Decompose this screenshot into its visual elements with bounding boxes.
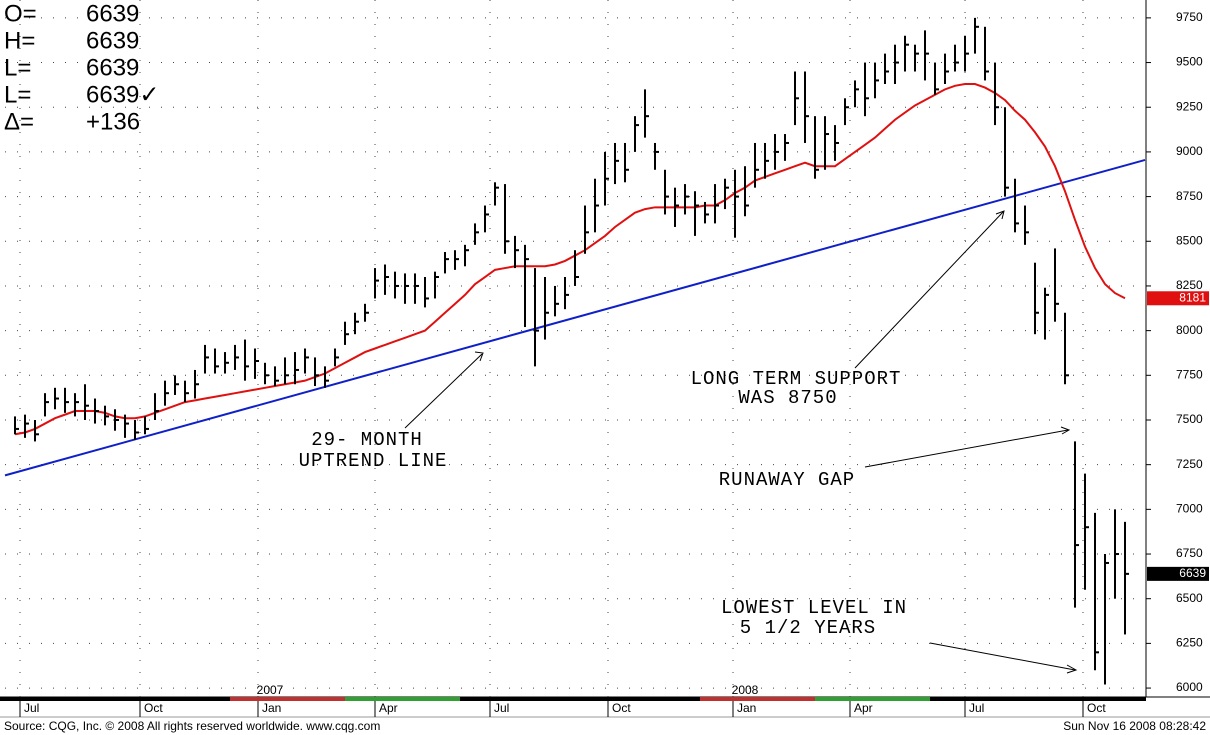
y-tick-label: 7750 xyxy=(1176,367,1203,381)
readout-label: L= xyxy=(4,81,31,108)
year-label: 2008 xyxy=(732,683,759,697)
x-tick-label: Jul xyxy=(494,701,509,715)
y-tick-label: 7000 xyxy=(1176,502,1203,516)
arrowhead xyxy=(1066,664,1078,674)
y-tick-label: 8250 xyxy=(1176,278,1203,292)
readout-value: +136 xyxy=(86,108,140,135)
annotation: LOWEST LEVEL IN xyxy=(721,597,907,619)
y-tick-label: 9000 xyxy=(1176,144,1203,158)
readout-value: 6639 xyxy=(86,0,139,27)
last-value-box xyxy=(1147,291,1209,306)
y-tick-label: 8500 xyxy=(1176,233,1203,247)
trendline xyxy=(4,158,1146,477)
y-tick-label: 7500 xyxy=(1176,412,1203,426)
annotation: 29- MONTH xyxy=(311,429,423,451)
y-tick-label: 8000 xyxy=(1176,323,1203,337)
x-tick-label: Apr xyxy=(379,701,398,715)
annotation: 5 1/2 YEARS xyxy=(740,617,876,639)
x-tick-label: Oct xyxy=(612,701,631,715)
y-tick-label: 7250 xyxy=(1176,457,1203,471)
y-tick-label: 9750 xyxy=(1176,10,1203,24)
source: Source: CQG, Inc. © 2008 All rights rese… xyxy=(4,719,380,733)
last-value-box xyxy=(1147,566,1209,581)
x-tick-label: Jan xyxy=(262,701,281,715)
y-tick-label: 9250 xyxy=(1176,99,1203,113)
annotation-arrows xyxy=(404,210,1078,674)
last-value-label: 8181 xyxy=(1179,290,1206,304)
axis-strip xyxy=(700,697,815,701)
annotation: RUNAWAY GAP xyxy=(719,469,855,491)
axis-strip xyxy=(815,697,930,701)
x-tick-label: Jul xyxy=(24,701,39,715)
arrowhead xyxy=(1060,426,1071,435)
readout-label: Δ= xyxy=(4,108,34,135)
readout-value: 6639 xyxy=(86,54,139,81)
axis-strip xyxy=(345,697,460,701)
annotation: LONG TERM SUPPORT xyxy=(691,368,902,390)
y-tick-label: 6750 xyxy=(1176,546,1203,560)
annotation: UPTREND LINE xyxy=(299,450,448,472)
y-tick-label: 8750 xyxy=(1176,189,1203,203)
timestamp: Sun Nov 16 2008 08:28:42 xyxy=(1063,719,1206,733)
y-tick-label: 6250 xyxy=(1176,636,1203,650)
moving-average xyxy=(14,82,1126,436)
y-tick-label: 6500 xyxy=(1176,591,1203,605)
axis-strip xyxy=(230,697,345,701)
readout-label: L= xyxy=(4,54,31,81)
readout-label: H= xyxy=(4,27,35,54)
arrow xyxy=(929,642,1076,671)
readout-label: O= xyxy=(4,0,37,27)
readout-value: 6639✓ xyxy=(86,81,160,108)
axis-strip xyxy=(0,697,1146,701)
x-tick-label: Jan xyxy=(737,701,756,715)
arrow xyxy=(404,353,483,429)
readout-value: 6639 xyxy=(86,27,139,54)
x-tick-label: Apr xyxy=(854,701,873,715)
y-tick-label: 6000 xyxy=(1176,680,1203,694)
annotation: WAS 8750 xyxy=(738,387,837,409)
x-tick-label: Oct xyxy=(144,701,163,715)
x-tick-label: Oct xyxy=(1087,701,1106,715)
arrow xyxy=(864,429,1069,468)
y-tick-label: 9500 xyxy=(1176,55,1203,69)
year-label: 2007 xyxy=(257,683,284,697)
arrowhead xyxy=(474,351,484,362)
arrow xyxy=(854,211,1004,369)
arrowhead xyxy=(995,210,1005,220)
last-value-label: 6639 xyxy=(1179,566,1206,580)
x-tick-label: Jul xyxy=(969,701,984,715)
